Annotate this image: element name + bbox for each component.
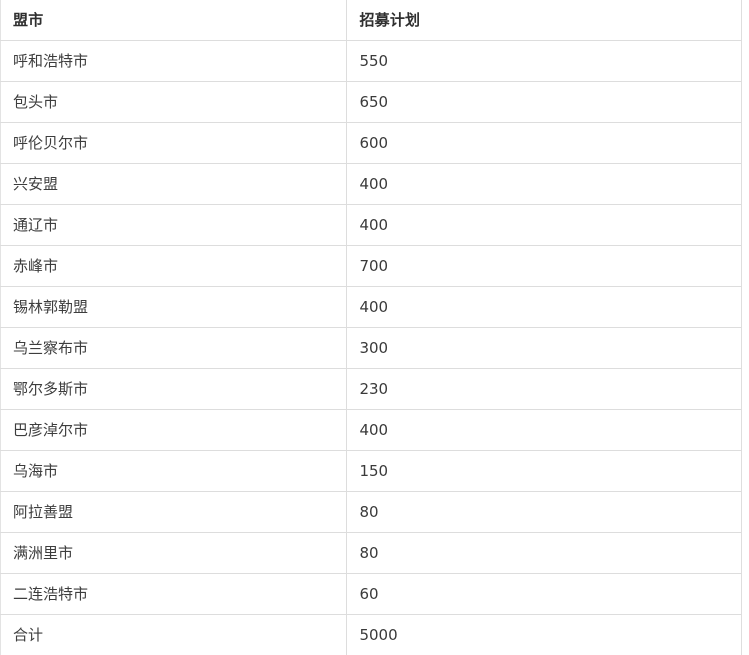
table-header: 盟市 招募计划 — [1, 0, 742, 41]
cell-city: 合计 — [1, 615, 347, 655]
cell-plan-value: 80 — [347, 533, 742, 574]
cell-city: 兴安盟 — [1, 164, 347, 205]
cell-plan-value: 300 — [347, 328, 742, 369]
cell-plan-value: 150 — [347, 451, 742, 492]
cell-city: 鄂尔多斯市 — [1, 369, 347, 410]
cell-city: 锡林郭勒盟 — [1, 287, 347, 328]
cell-city: 阿拉善盟 — [1, 492, 347, 533]
cell-city: 满洲里市 — [1, 533, 347, 574]
cell-city: 赤峰市 — [1, 246, 347, 287]
cell-plan-value: 60 — [347, 574, 742, 615]
cell-city: 呼和浩特市 — [1, 41, 347, 82]
cell-plan-value: 230 — [347, 369, 742, 410]
cell-plan-value: 400 — [347, 410, 742, 451]
cell-plan-value: 400 — [347, 164, 742, 205]
cell-plan-value: 550 — [347, 41, 742, 82]
table-header-row: 盟市 招募计划 — [1, 0, 742, 41]
cell-city: 呼伦贝尔市 — [1, 123, 347, 164]
cell-plan-value: 400 — [347, 287, 742, 328]
cell-city: 包头市 — [1, 82, 347, 123]
cell-plan-value: 650 — [347, 82, 742, 123]
cell-plan-value: 600 — [347, 123, 742, 164]
column-header-plan: 招募计划 — [347, 0, 742, 41]
cell-city: 乌海市 — [1, 451, 347, 492]
cell-city: 乌兰察布市 — [1, 328, 347, 369]
cell-city: 二连浩特市 — [1, 574, 347, 615]
column-header-city: 盟市 — [1, 0, 347, 41]
cell-city: 巴彦淖尔市 — [1, 410, 347, 451]
cell-plan-value: 5000 — [347, 615, 742, 655]
cell-plan-value: 80 — [347, 492, 742, 533]
cell-plan-value: 400 — [347, 205, 742, 246]
cell-city: 通辽市 — [1, 205, 347, 246]
cell-plan-value: 700 — [347, 246, 742, 287]
